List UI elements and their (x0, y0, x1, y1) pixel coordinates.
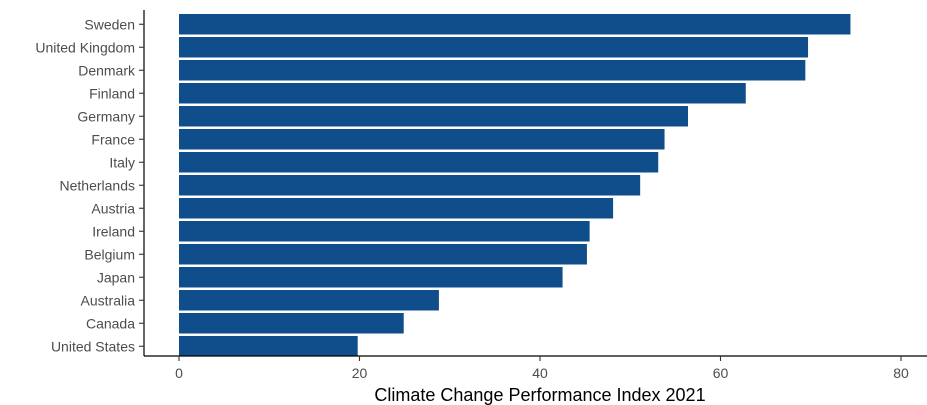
bars-group (179, 14, 851, 357)
bar-italy (179, 152, 659, 173)
x-tick-label: 80 (893, 365, 909, 381)
y-tick-label: Belgium (84, 246, 135, 262)
y-tick-label: Australia (81, 292, 136, 308)
bar-france (179, 129, 665, 150)
y-tick-label: Netherlands (60, 177, 136, 193)
bar-united-kingdom (179, 37, 809, 58)
bar-netherlands (179, 175, 641, 196)
x-tick-label: 60 (713, 365, 729, 381)
bar-sweden (179, 14, 851, 35)
x-axis-title: Climate Change Performance Index 2021 (374, 385, 705, 405)
y-tick-label: Italy (109, 154, 135, 170)
y-tick-label: Sweden (84, 16, 135, 32)
bar-finland (179, 83, 746, 104)
bar-austria (179, 198, 614, 219)
x-axis-ticks: 0 20 40 60 80 (175, 356, 909, 381)
bar-canada (179, 313, 404, 334)
x-tick-label: 40 (532, 365, 548, 381)
y-tick-label: Finland (89, 85, 135, 101)
bar-belgium (179, 244, 587, 265)
y-tick-label: Austria (91, 200, 135, 216)
bar-australia (179, 290, 439, 311)
y-tick-label: United Kingdom (35, 39, 135, 55)
y-tick-label: Canada (86, 315, 135, 331)
y-tick-label: Ireland (92, 223, 135, 239)
bar-united-states (179, 336, 358, 357)
y-tick-label: Japan (97, 269, 135, 285)
x-tick-label: 20 (352, 365, 368, 381)
y-axis-ticks: Sweden United Kingdom Denmark Finland German… (35, 16, 144, 354)
x-tick-label: 0 (175, 365, 183, 381)
bar-germany (179, 106, 689, 127)
bar-ireland (179, 221, 590, 242)
y-tick-label: Denmark (78, 62, 136, 78)
y-tick-label: France (91, 131, 135, 147)
y-tick-label: Germany (77, 108, 135, 124)
bar-denmark (179, 60, 806, 81)
y-tick-label: United States (51, 338, 135, 354)
bar-japan (179, 267, 563, 288)
